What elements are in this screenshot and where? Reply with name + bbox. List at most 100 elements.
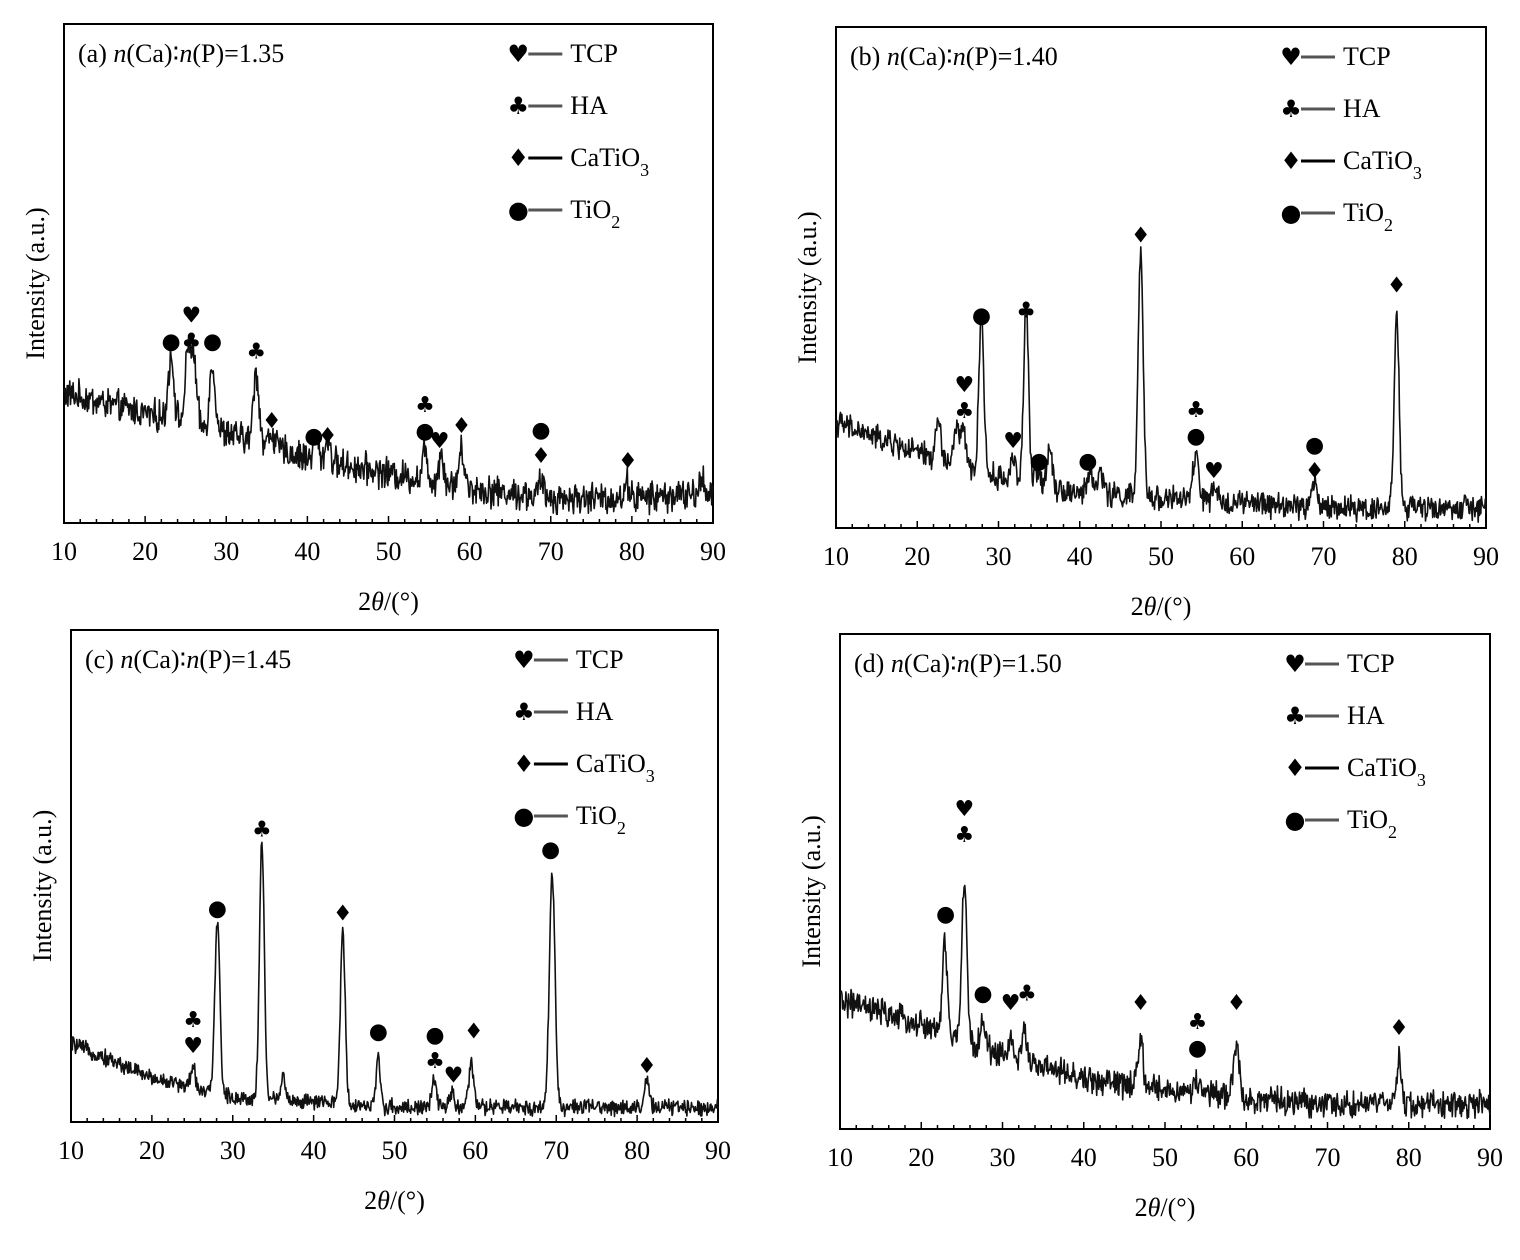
legend-label: HA [570,91,608,120]
peak-phase-marker: ♦ [318,424,338,449]
peak-phase-marker: ♦ [618,449,638,474]
peak-phase-marker: ● [208,896,227,921]
x-tick-label: 80 [1396,1143,1422,1172]
peak-phase-marker: ● [304,424,323,449]
x-tick-label: 20 [132,537,158,566]
xrd-pattern-line [835,246,1487,523]
peak-phase-marker: ♦ [1131,991,1151,1016]
legend-marker: ♥ [1284,650,1306,678]
peak-phase-marker: ♥ [1003,429,1023,454]
y-axis-title: Intensity (a.u.) [21,207,50,359]
legend-label: HA [1343,94,1381,123]
x-tick-label: 40 [301,1136,327,1165]
peak-phase-marker: ♥ [444,1064,464,1089]
panel-a: 10 20 30 40 50 60 70 80 90 2θ/(°) Intensity (a.u.)… [21,23,726,616]
legend-label: CaTiO3 [1343,146,1422,183]
x-tick-label: 30 [986,542,1012,571]
peak-phase-marker: ♣ [246,339,266,364]
legend-marker: ● [508,196,529,224]
peak-phase-marker: ♥ [1001,991,1021,1016]
x-tick-label: 30 [990,1143,1016,1172]
peak-phase-marker: ♦ [452,414,472,439]
x-tick-label: 90 [705,1136,731,1165]
legend-label: TCP [1343,42,1391,71]
x-tick-label: 40 [294,537,320,566]
peak-phase-marker: ♦ [1227,991,1247,1016]
peak-phase-marker: ♦ [1131,223,1151,248]
legend-label: TiO2 [1343,198,1393,235]
plot-frame [839,633,1491,1130]
legend-label: TCP [576,645,624,674]
x-tick-label: 80 [619,537,645,566]
peak-phase-marker: ♣ [252,818,272,843]
legend-marker: ♣ [1280,95,1302,123]
peak-phase-marker: ● [203,329,222,354]
peak-phase-marker: ● [972,304,991,329]
peak-phase-marker: ♣ [183,1008,203,1033]
peak-phase-marker: ♣ [425,1049,445,1074]
peak-phase-marker: ● [1078,449,1097,474]
peak-phase-marker: ♥ [181,303,201,328]
legend-marker: ♥ [508,40,530,68]
x-tick-label: 60 [462,1136,488,1165]
legend-marker: ♦ [513,750,535,778]
peak-phase-marker: ● [936,902,955,927]
peak-phase-marker: ● [425,1023,444,1048]
legend-label: TiO2 [576,801,626,838]
legend-marker: ● [513,802,534,830]
peak-phase-marker: ♦ [531,444,551,469]
x-tick-label: 40 [1067,542,1093,571]
x-tick-label: 60 [457,537,483,566]
peak-phase-marker: ♦ [464,1019,484,1044]
legend-marker: ● [1281,199,1302,227]
peak-phase-marker: ♣ [954,823,974,848]
x-axis-title: 2θ/(°) [1135,1193,1196,1222]
x-tick-label: 90 [1473,542,1499,571]
peak-phase-marker: ● [1186,424,1205,449]
x-tick-label: 40 [1071,1143,1097,1172]
legend-marker: ♦ [1280,147,1302,175]
legend-marker: ♣ [1284,702,1306,730]
x-tick-label: 80 [1392,542,1418,571]
xrd-pattern-line [839,884,1491,1120]
peak-phase-marker: ● [369,1019,388,1044]
x-tick-label: 60 [1233,1143,1259,1172]
peak-phase-marker: ● [531,418,550,443]
legend-label: TCP [570,39,618,68]
x-tick-label: 10 [58,1136,84,1165]
x-tick-label: 60 [1229,542,1255,571]
x-tick-label: 10 [823,542,849,571]
panel-b: 10 20 30 40 50 60 70 80 90 2θ/(°) Intensity (a.u.)… [793,26,1499,621]
peak-phase-marker: ♥ [954,797,974,822]
peak-phase-marker: ● [1305,433,1324,458]
plot-frame [63,23,714,524]
legend-label: CaTiO3 [576,749,655,786]
panel-c: 10 20 30 40 50 60 70 80 90 2θ/(°) Intensity (a.u.)… [28,629,731,1215]
x-axis-title: 2θ/(°) [364,1186,425,1215]
legend-label: TiO2 [1347,805,1397,842]
x-tick-label: 20 [904,542,930,571]
legend-label: HA [576,697,614,726]
legend-label: TiO2 [570,195,620,232]
x-tick-label: 30 [213,537,239,566]
peak-phase-marker: ♣ [415,393,435,418]
peak-phase-marker: ● [973,981,992,1006]
legend-marker: ♣ [508,92,530,120]
peak-phase-marker: ♣ [955,399,975,424]
x-tick-label: 50 [1152,1143,1178,1172]
xrd-pattern-line [63,334,714,516]
x-axis-title: 2θ/(°) [1131,592,1192,621]
panel-title: (a) n(Ca)∶n(P)=1.35 [78,39,284,68]
legend-marker: ♦ [1284,754,1306,782]
x-tick-label: 10 [827,1143,853,1172]
x-axis-title: 2θ/(°) [358,587,419,616]
peak-phase-marker: ♦ [1389,1016,1409,1041]
legend-marker: ♣ [513,698,535,726]
x-tick-label: 30 [220,1136,246,1165]
peak-phase-marker: ● [1030,449,1049,474]
x-tick-label: 20 [908,1143,934,1172]
legend-label: CaTiO3 [1347,753,1426,790]
x-tick-label: 50 [382,1136,408,1165]
y-axis-title: Intensity (a.u.) [793,211,822,363]
